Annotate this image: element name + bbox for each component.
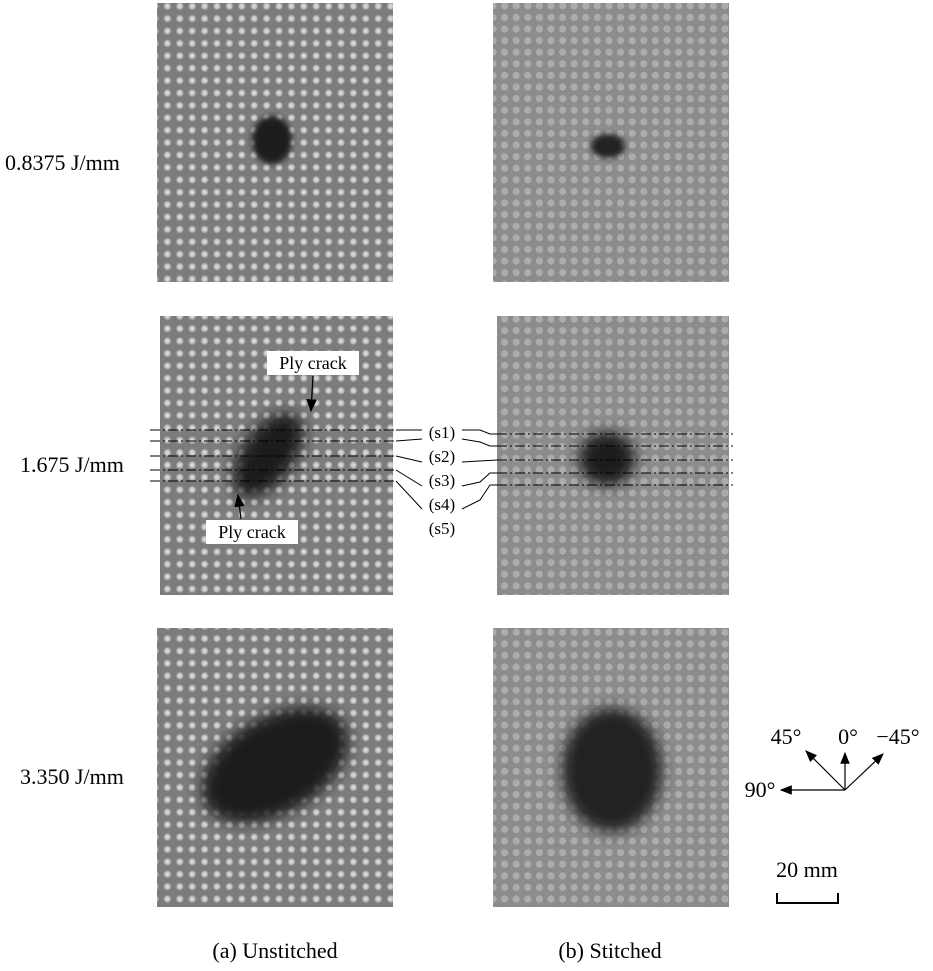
scale-label: 20 mm bbox=[776, 857, 838, 882]
section-label: (s1) bbox=[429, 423, 455, 442]
annotation: Ply crack bbox=[279, 353, 346, 373]
angle-label: 90° bbox=[745, 777, 776, 802]
annotation: Ply crack bbox=[218, 522, 285, 542]
section-label: (s3) bbox=[429, 471, 455, 490]
row-label: 0.8375 J/mm bbox=[5, 150, 120, 175]
section-label: (s4) bbox=[429, 495, 455, 514]
damage bbox=[252, 116, 292, 164]
angle-label: 45° bbox=[771, 724, 802, 749]
angle-label: −45° bbox=[876, 724, 919, 749]
row-label: 1.675 J/mm bbox=[20, 452, 124, 477]
damage bbox=[579, 432, 635, 486]
column-caption: (a) Unstitched bbox=[212, 938, 337, 963]
angle-label: 0° bbox=[838, 724, 858, 749]
row-label: 3.350 J/mm bbox=[20, 764, 124, 789]
figure: 0.8375 J/mm 1.675 J/mm 3.350 J/mm Ply cr… bbox=[0, 0, 933, 971]
scale-bar bbox=[777, 893, 838, 903]
orientation-arrows bbox=[781, 751, 883, 790]
damage bbox=[562, 708, 662, 832]
column-caption: (b) Stitched bbox=[558, 938, 661, 963]
section-label: (s2) bbox=[429, 447, 455, 466]
section-label: (s5) bbox=[429, 519, 455, 538]
damage bbox=[591, 134, 625, 158]
